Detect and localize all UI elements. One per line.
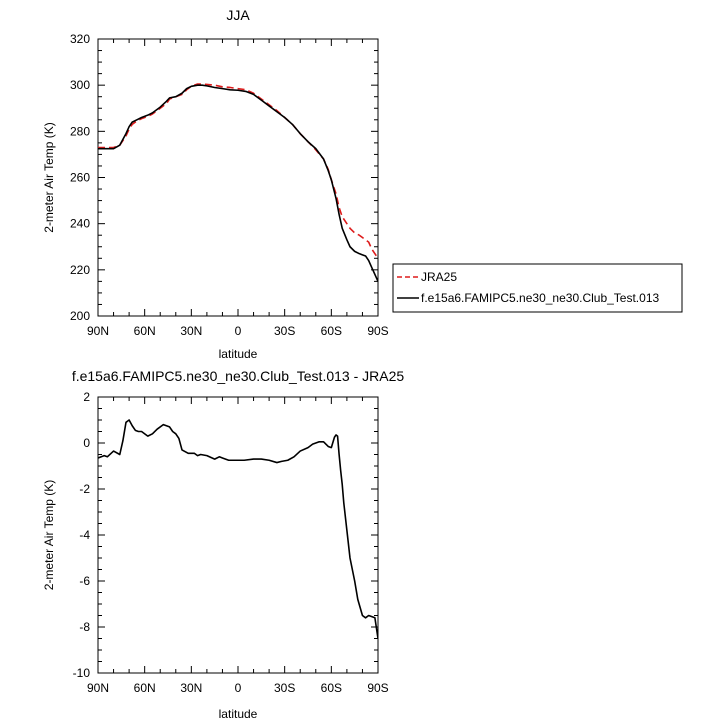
y-tick-label: -6: [79, 574, 90, 588]
x-tick-label: 60S: [321, 324, 342, 338]
y-tick-label: -10: [73, 666, 91, 680]
y-tick-label: 2: [83, 390, 90, 404]
y-tick-label: 240: [70, 217, 90, 231]
legend: JRA25 f.e15a6.FAMIPC5.ne30_ne30.Club_Test…: [392, 263, 683, 313]
x-axis-label: latitude: [219, 347, 258, 361]
x-tick-label: 30S: [274, 324, 295, 338]
legend-box: [392, 263, 683, 313]
top-panel: JJA 90N 60N 30N 0 30S 60S 90S 200 220 240 260 280 300…: [42, 7, 683, 361]
plot-frame: [97, 396, 379, 674]
series-line-model: [98, 84, 378, 282]
x-tick-label: 60N: [134, 324, 156, 338]
chart-title: f.e15a6.FAMIPC5.ne30_ne30.Club_Test.013 …: [72, 368, 405, 384]
x-tick-label: 60N: [134, 681, 156, 695]
x-tick-label: 30S: [274, 681, 295, 695]
y-axis-label: 2-meter Air Temp (K): [42, 480, 56, 590]
x-tick-label: 0: [235, 324, 242, 338]
x-tick-label: 30N: [180, 324, 202, 338]
y-axis-label: 2-meter Air Temp (K): [42, 122, 56, 232]
x-tick-label: 0: [235, 681, 242, 695]
bottom-panel: f.e15a6.FAMIPC5.ne30_ne30.Club_Test.013 …: [42, 368, 404, 721]
plot-frame: [97, 38, 379, 317]
y-tick-label: 300: [70, 78, 90, 92]
y-tick-label: 260: [70, 171, 90, 185]
x-axis-label: latitude: [219, 707, 258, 721]
x-tick-label: 30N: [180, 681, 202, 695]
y-tick-label: -8: [79, 620, 90, 634]
y-tick-label: 220: [70, 263, 90, 277]
x-tick-label: 90S: [367, 681, 388, 695]
x-tick-label: 60S: [321, 681, 342, 695]
y-tick-label: 320: [70, 32, 90, 46]
x-tick-label: 90S: [367, 324, 388, 338]
y-tick-label: -4: [79, 528, 90, 542]
y-tick-label: -2: [79, 482, 90, 496]
y-tick-label: 200: [70, 309, 90, 323]
chart-title: JJA: [226, 7, 250, 23]
y-tick-label: 0: [83, 436, 90, 450]
y-tick-label: 280: [70, 124, 90, 138]
legend-label: f.e15a6.FAMIPC5.ne30_ne30.Club_Test.013: [421, 291, 659, 305]
series-line-model: [98, 419, 378, 639]
x-tick-label: 90N: [87, 324, 109, 338]
x-tick-label: 90N: [87, 681, 109, 695]
series-line-jra25: [98, 83, 378, 259]
legend-label: JRA25: [421, 270, 457, 284]
